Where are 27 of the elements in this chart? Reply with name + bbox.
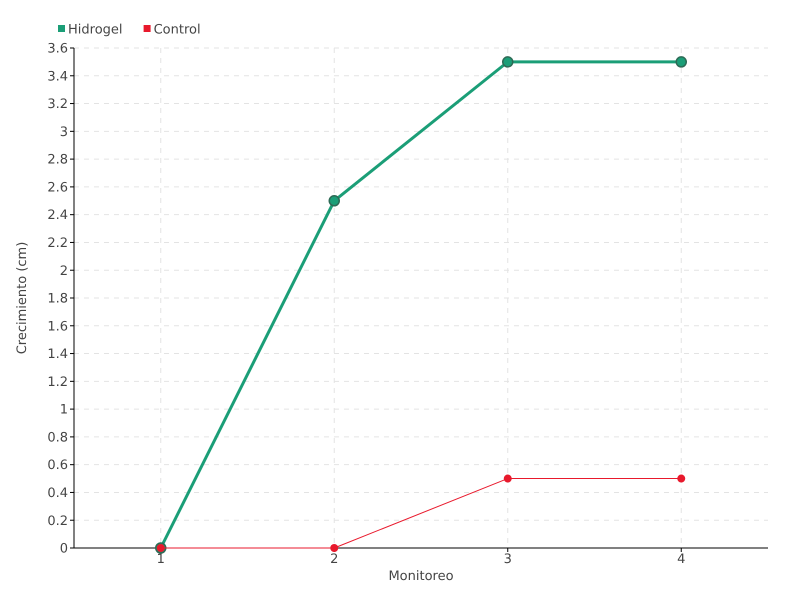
y-tick-label: 1.8	[47, 292, 68, 307]
x-axis-title: Monitoreo	[388, 569, 454, 584]
y-tick-label: 1.4	[47, 347, 68, 362]
y-tick-label: 0.8	[47, 430, 68, 446]
y-tick-label: 3.2	[47, 97, 68, 112]
y-tick-label: 3	[60, 124, 68, 140]
y-tick-label: 1.6	[47, 319, 68, 334]
y-tick-label: 1.2	[47, 374, 68, 390]
x-tick-label: 2	[330, 552, 338, 567]
y-tick-label: 0.2	[47, 514, 68, 529]
x-tick-label: 4	[677, 552, 686, 567]
y-tick-label: 2.2	[47, 236, 68, 251]
y-tick-label: 3.4	[47, 69, 68, 84]
x-tick-label: 1	[156, 552, 165, 567]
y-tick-label: 1	[60, 402, 68, 418]
legend-label: Hidrogel	[68, 22, 123, 38]
legend-label: Control	[154, 22, 201, 38]
y-tick-label: 2	[60, 264, 68, 279]
y-tick-label: 0	[60, 542, 68, 557]
y-axis-title: Crecimiento (cm)	[15, 242, 30, 354]
y-tick-label: 0.4	[47, 486, 68, 501]
y-tick-label: 3.6	[47, 42, 68, 57]
y-tick-label: 2.6	[47, 180, 68, 196]
y-tick-label: 2.8	[47, 152, 68, 168]
y-tick-label: 2.4	[47, 208, 68, 224]
x-tick-label: 3	[504, 552, 512, 567]
y-tick-label: 0.6	[47, 458, 68, 474]
